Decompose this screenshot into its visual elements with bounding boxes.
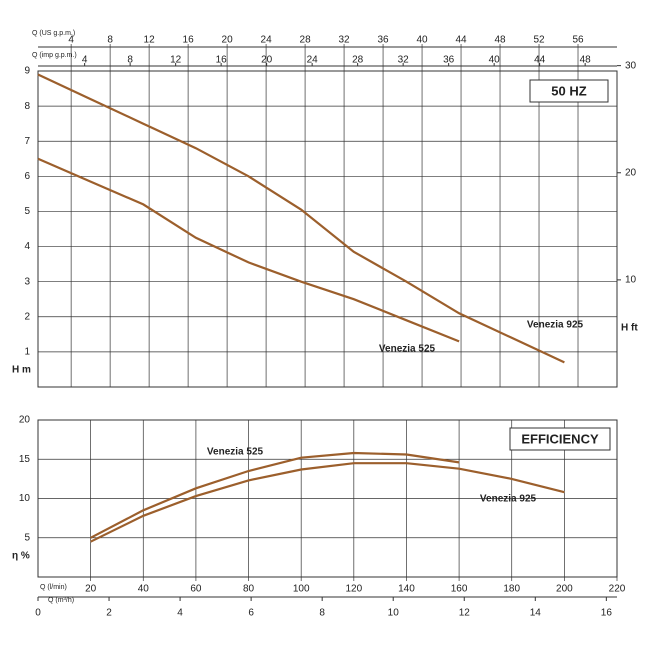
y-axis-label: η % (12, 551, 30, 562)
plot-frame (37, 70, 618, 388)
x-tick-label: 8 (107, 35, 113, 46)
x-tick-label: 120 (345, 584, 362, 595)
x-tick-label: 16 (183, 35, 195, 46)
x-tick-label: 8 (127, 55, 133, 66)
x-tick-label: 160 (451, 584, 468, 595)
x2-tick-label: 10 (388, 608, 400, 619)
x-tick-label: 56 (572, 35, 584, 46)
curve (90, 462, 565, 543)
y-tick-label: 8 (24, 101, 30, 112)
y-tick-label: 2 (24, 311, 30, 322)
plot-frame (37, 419, 618, 578)
y-tick-label: 5 (24, 532, 30, 543)
x-tick-label: 220 (609, 584, 626, 595)
curve (37, 73, 565, 364)
x-tick-label: 12 (144, 35, 156, 46)
x-tick-label: 52 (533, 35, 545, 46)
y-tick-label: 6 (24, 171, 30, 182)
series-label: Venezia 525 (379, 344, 436, 355)
x-tick-label: 4 (68, 35, 74, 46)
y-tick-label: 1 (24, 347, 30, 358)
x-tick-label: 140 (398, 584, 415, 595)
x-tick-label: 20 (85, 584, 97, 595)
curve (90, 451, 460, 539)
x2-tick-label: 2 (106, 608, 112, 619)
title-box (509, 427, 611, 451)
x-tick-label: 36 (377, 35, 389, 46)
y-tick-label: 3 (24, 276, 30, 287)
x-tick-label: 24 (261, 35, 273, 46)
y-axis-label: H m (12, 365, 31, 376)
x-tick-label: 40 (416, 35, 428, 46)
y-tick-label: 7 (24, 136, 30, 147)
x2-tick-label: 4 (177, 608, 183, 619)
y2-tick-label: 20 (625, 167, 637, 178)
x-tick-label: 20 (222, 35, 234, 46)
y-tick-label: 4 (24, 241, 30, 252)
x-tick-label: 32 (339, 35, 351, 46)
x2-tick-label: 12 (459, 608, 471, 619)
x-axis-label: Q (l/min) (40, 584, 67, 591)
x-tick-label: 28 (352, 55, 364, 66)
chart-title: EFFICIENCY (521, 431, 599, 446)
title-box (529, 79, 609, 103)
x-tick-label: 40 (489, 55, 501, 66)
x-tick-label: 4 (82, 55, 88, 66)
x2-axis-label: Q (m³/h) (48, 597, 74, 604)
y-tick-label: 10 (19, 493, 31, 504)
series-label: Venezia 525 (207, 447, 264, 458)
x-tick-label: 20 (261, 55, 273, 66)
x-tick-label: 36 (443, 55, 455, 66)
x2-tick-label: 16 (601, 608, 613, 619)
x-tick-label: 24 (307, 55, 319, 66)
x-axis-label: Q (imp g.p.m.) (32, 52, 77, 59)
x-tick-label: 16 (216, 55, 228, 66)
x-tick-label: 32 (398, 55, 410, 66)
x2-tick-label: 6 (248, 608, 254, 619)
x-tick-label: 44 (534, 55, 546, 66)
y-tick-label: 20 (19, 415, 31, 426)
x-tick-label: 40 (138, 584, 150, 595)
curve (37, 157, 460, 343)
y-tick-label: 15 (19, 454, 31, 465)
x-tick-label: 12 (170, 55, 182, 66)
y2-axis-label: H ft (621, 323, 638, 334)
series-label: Venezia 925 (527, 320, 584, 331)
x-tick-label: 180 (503, 584, 520, 595)
series-label: Venezia 925 (480, 494, 537, 505)
x-tick-label: 200 (556, 584, 573, 595)
y2-tick-label: 10 (625, 275, 637, 286)
x-axis-label: Q (US g.p.m.) (32, 30, 75, 37)
chart-title: 50 HZ (551, 83, 586, 98)
x2-tick-label: 0 (35, 608, 41, 619)
x2-tick-label: 14 (530, 608, 542, 619)
x-tick-label: 48 (494, 35, 506, 46)
y-tick-label: 9 (24, 66, 30, 77)
x-tick-label: 28 (300, 35, 312, 46)
x-tick-label: 48 (580, 55, 592, 66)
x-tick-label: 44 (455, 35, 467, 46)
x-tick-label: 100 (293, 584, 310, 595)
y-tick-label: 5 (24, 206, 30, 217)
x-tick-label: 60 (190, 584, 202, 595)
y2-tick-label: 30 (625, 60, 637, 71)
x-tick-label: 80 (243, 584, 255, 595)
x2-tick-label: 8 (319, 608, 325, 619)
